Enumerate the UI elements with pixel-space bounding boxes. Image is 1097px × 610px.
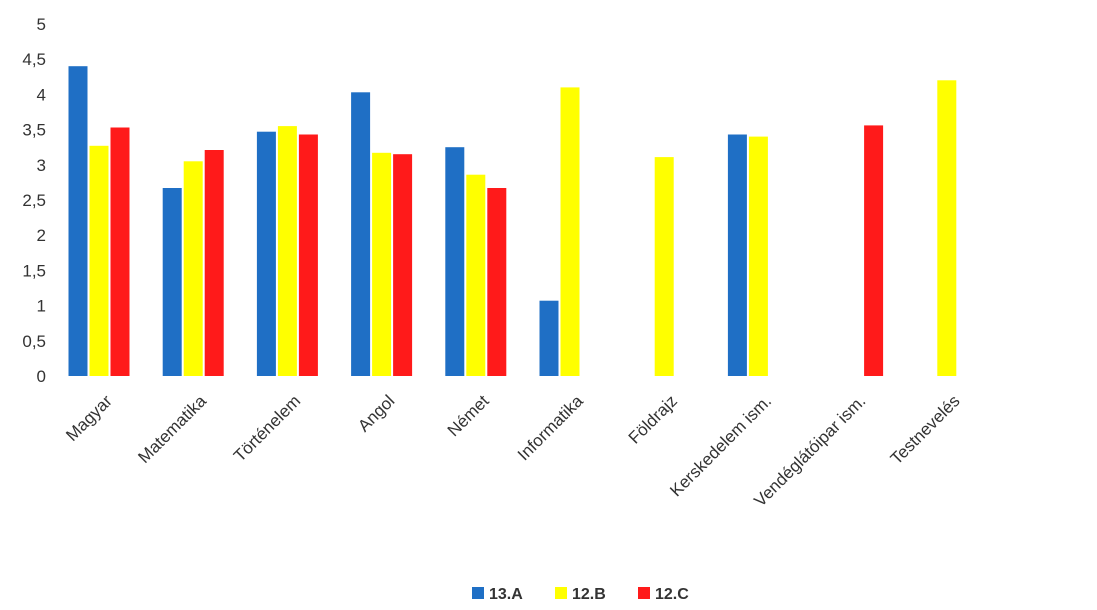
bar-12.C-Történelem xyxy=(298,134,318,376)
legend: 13.A 12.B 12.C xyxy=(472,586,689,603)
bar-12.B-Angol xyxy=(372,152,392,376)
bar-13.A-Magyar xyxy=(68,66,88,376)
x-category-label: Informatika xyxy=(514,391,587,464)
x-category-label: Matematika xyxy=(134,391,210,467)
bar-12.B-Történelem xyxy=(277,126,297,376)
y-tick-label: 4,5 xyxy=(22,50,46,69)
bars xyxy=(68,66,957,377)
y-tick-label: 4 xyxy=(37,85,46,104)
legend-label-12.B: 12.B xyxy=(572,586,606,603)
x-category-label: Testnevelés xyxy=(887,391,964,468)
y-axis-ticks: 0 0,5 1 1,5 2 2,5 3 3,5 4 4,5 5 xyxy=(22,15,46,386)
y-tick-label: 2,5 xyxy=(22,191,46,210)
bar-12.C-Vendéglátóipar ism. xyxy=(864,125,884,377)
y-tick-label: 1,5 xyxy=(22,261,46,280)
x-category-label: Kerskedelem ism. xyxy=(666,391,775,500)
bar-12.C-Matematika xyxy=(204,150,224,376)
bar-12.B-Földrajz xyxy=(654,157,674,376)
bar-13.A-Kerskedelem ism. xyxy=(727,134,747,376)
x-category-label: Német xyxy=(444,391,493,440)
x-axis-labels: Magyar Matematika Történelem Angol Német Info… xyxy=(62,391,963,510)
legend-label-13.A: 13.A xyxy=(489,586,523,603)
bar-13.A-Informatika xyxy=(539,300,559,376)
bar-12.C-Német xyxy=(487,188,507,376)
bar-12.B-Kerskedelem ism. xyxy=(748,136,768,376)
y-tick-label: 5 xyxy=(37,15,46,34)
bar-13.A-Matematika xyxy=(162,188,182,376)
bar-13.A-Német xyxy=(445,147,465,376)
y-tick-label: 0,5 xyxy=(22,332,46,351)
bar-13.A-Történelem xyxy=(256,131,276,376)
y-tick-label: 3 xyxy=(37,156,46,175)
bar-12.C-Magyar xyxy=(110,127,130,376)
bar-12.C-Angol xyxy=(393,154,413,376)
bar-13.A-Angol xyxy=(351,92,371,377)
legend-swatch-12.C xyxy=(638,587,650,599)
x-category-label: Magyar xyxy=(62,391,116,445)
y-tick-label: 1 xyxy=(37,297,46,316)
y-tick-label: 0 xyxy=(37,367,46,386)
bar-12.B-Informatika xyxy=(560,87,580,377)
bar-12.B-Matematika xyxy=(183,161,203,376)
legend-swatch-12.B xyxy=(555,587,567,599)
legend-label-12.C: 12.C xyxy=(655,586,689,603)
bar-12.B-Magyar xyxy=(89,145,109,376)
bar-12.B-Német xyxy=(466,174,486,376)
y-tick-label: 3,5 xyxy=(22,121,46,140)
y-tick-label: 2 xyxy=(37,226,46,245)
x-category-label: Földrajz xyxy=(625,391,681,447)
x-category-label: Történelem xyxy=(230,391,304,465)
legend-swatch-13.A xyxy=(472,587,484,599)
bar-12.B-Testnevelés xyxy=(937,80,957,377)
x-category-label: Angol xyxy=(354,391,398,435)
